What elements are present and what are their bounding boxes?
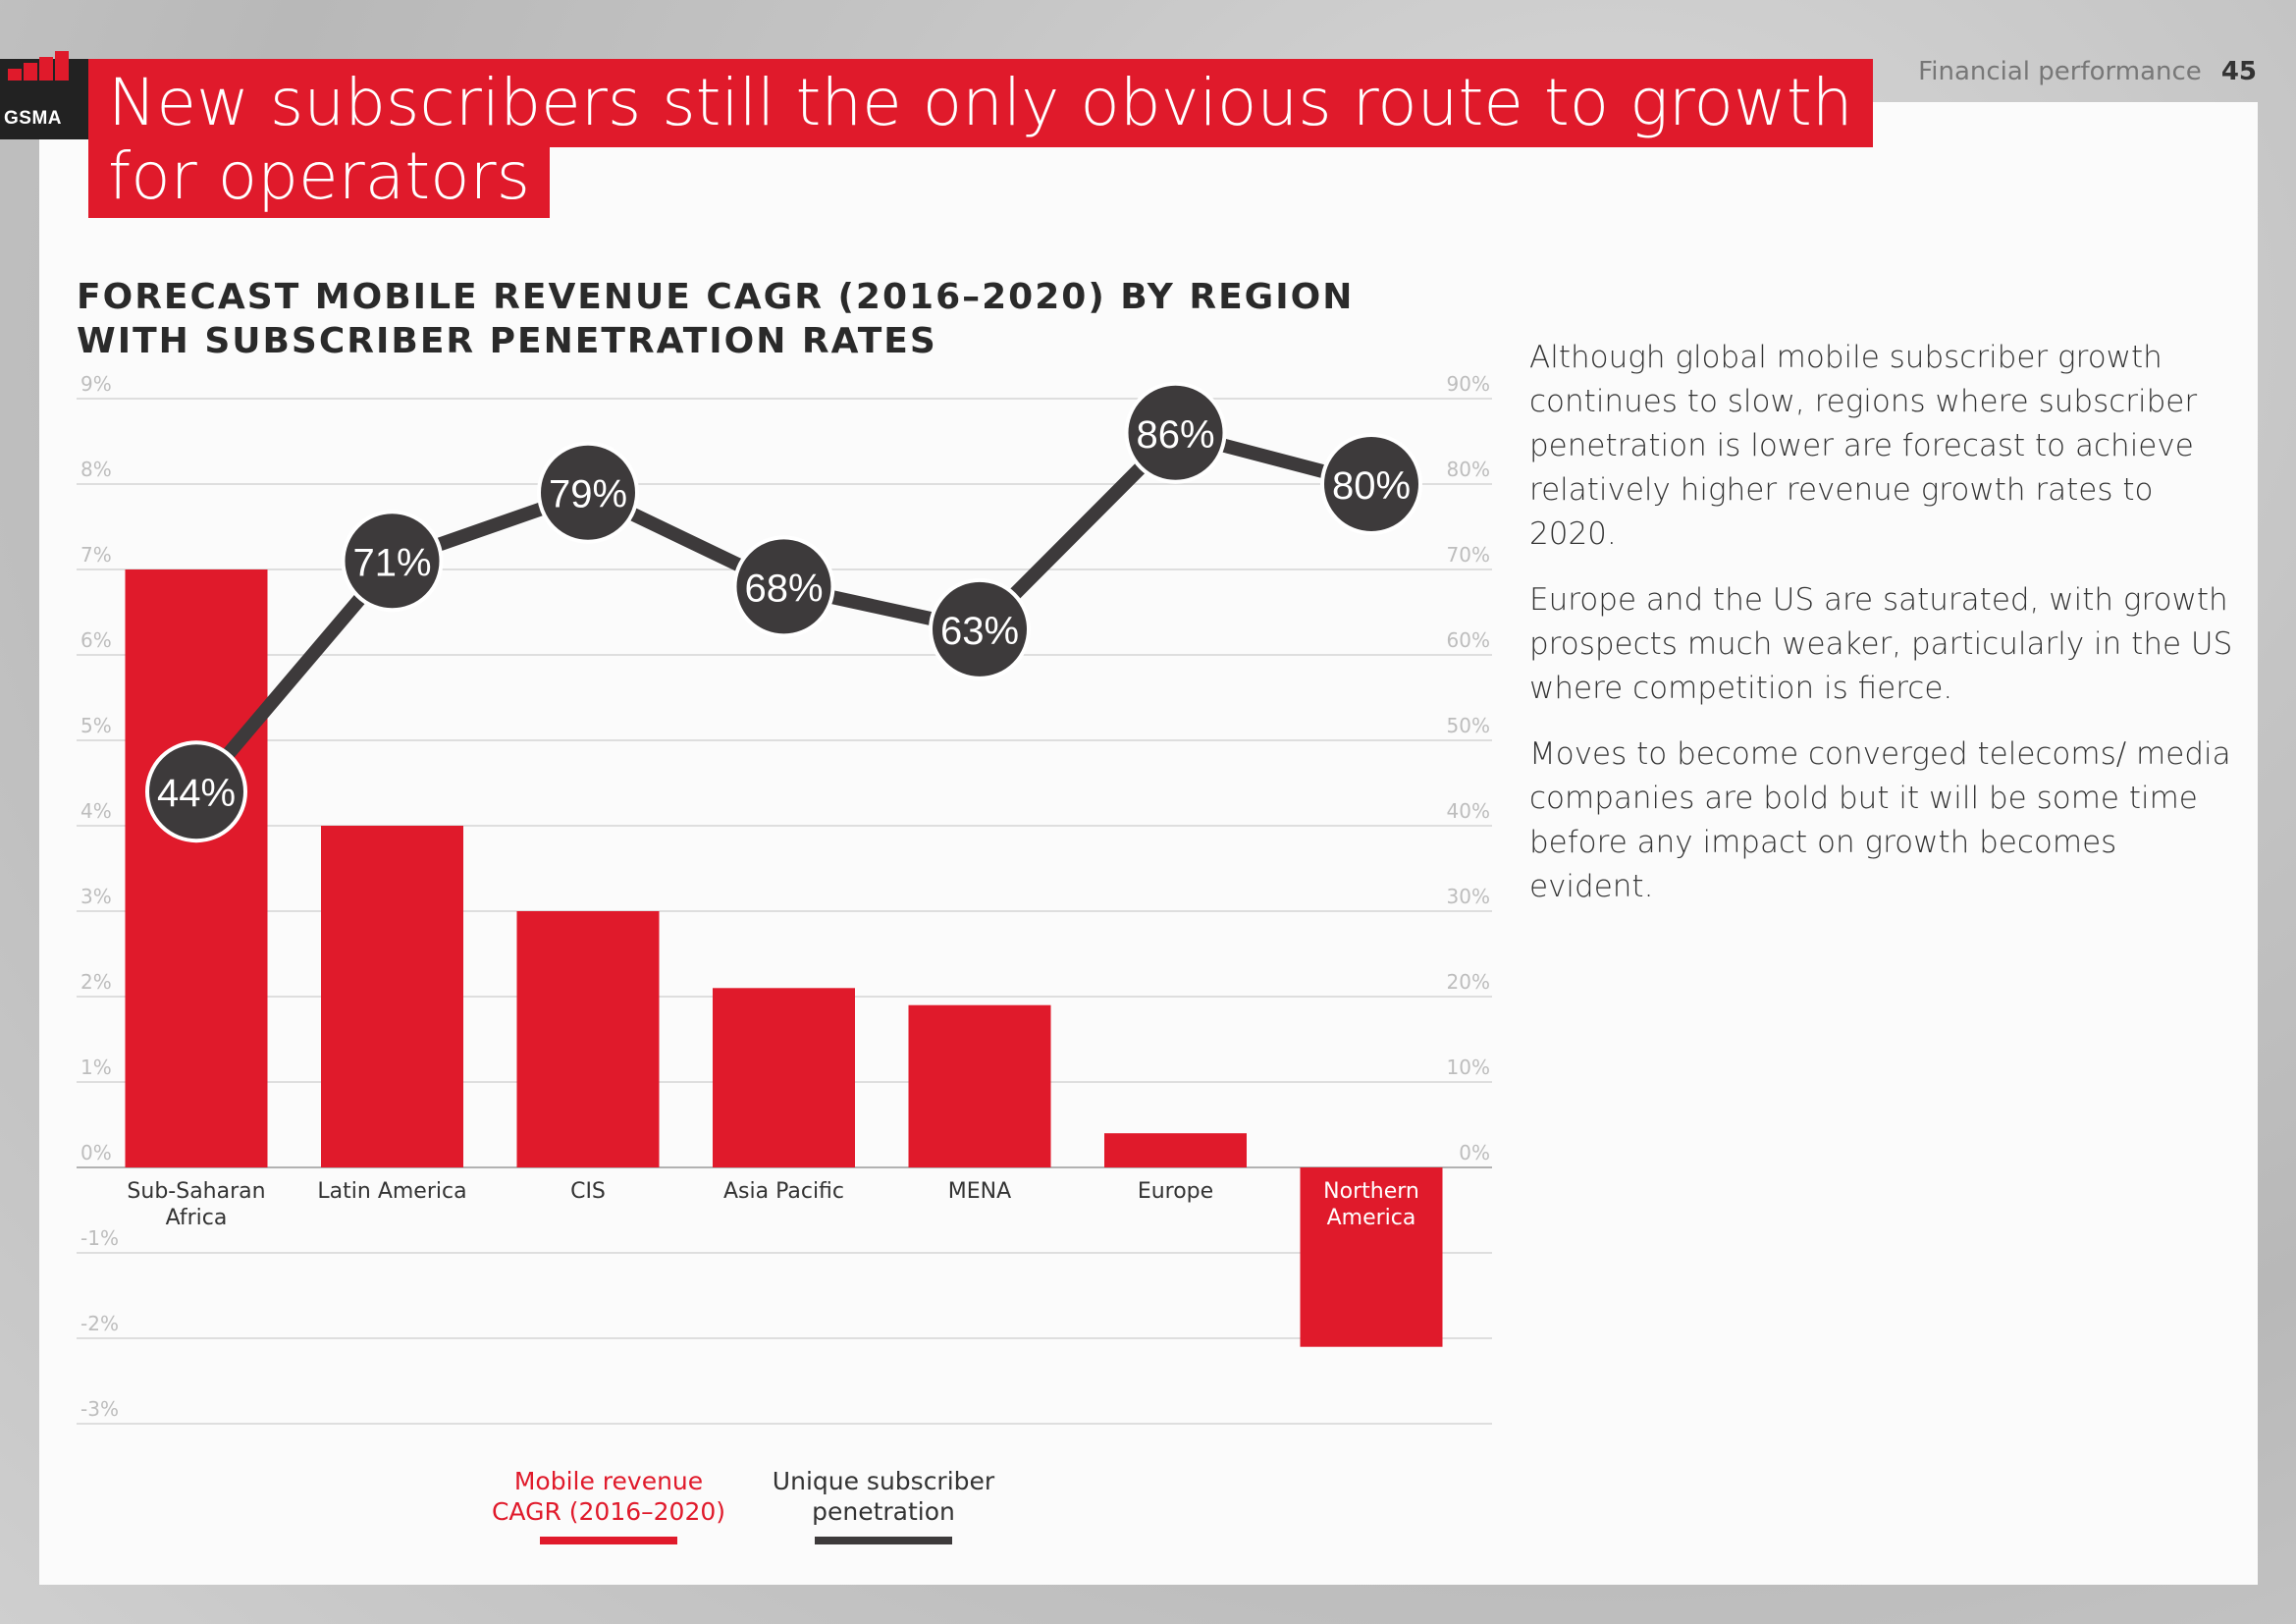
y-axis-right-tick: 0% bbox=[1459, 1141, 1490, 1164]
y-axis-right-tick: 20% bbox=[1447, 970, 1490, 994]
bar bbox=[125, 569, 268, 1167]
y-axis-left-tick: 8% bbox=[80, 458, 112, 481]
y-axis-left-tick: 2% bbox=[80, 970, 112, 994]
x-axis-category-label: Latin America bbox=[317, 1179, 466, 1204]
y-axis-right-tick: 80% bbox=[1447, 458, 1490, 481]
penetration-label: 68% bbox=[744, 567, 823, 610]
y-axis-right-tick: 10% bbox=[1447, 1056, 1490, 1079]
y-axis-right-tick: 30% bbox=[1447, 885, 1490, 908]
bar bbox=[713, 988, 855, 1167]
gsma-logo: GSMA bbox=[0, 51, 88, 139]
legend-line-label-2: penetration bbox=[812, 1497, 955, 1526]
y-axis-left-tick: -1% bbox=[80, 1226, 119, 1250]
y-axis-right-tick: 70% bbox=[1447, 543, 1490, 567]
legend-line: Unique subscriber penetration bbox=[756, 1466, 1011, 1544]
x-axis-category-label: Asia Pacific bbox=[723, 1179, 844, 1204]
page-title-line1: New subscribers still the only obvious r… bbox=[88, 59, 1873, 147]
legend-bar-label-1: Mobile revenue bbox=[513, 1467, 704, 1495]
y-axis-right-tick: 60% bbox=[1447, 628, 1490, 652]
y-axis-left-tick: 3% bbox=[80, 885, 112, 908]
y-axis-right-tick: 90% bbox=[1447, 372, 1490, 396]
y-axis-left-tick: 4% bbox=[80, 799, 112, 823]
x-axis-category-label: Northern bbox=[1323, 1179, 1419, 1204]
section-header: Financial performance 45 bbox=[1918, 57, 2257, 86]
penetration-label: 63% bbox=[940, 610, 1019, 653]
paragraph: Although global mobile subscriber growth… bbox=[1529, 340, 2198, 552]
penetration-marker bbox=[1124, 381, 1227, 484]
penetration-marker bbox=[732, 535, 835, 638]
paragraph: Europe and the US are saturated, with gr… bbox=[1529, 582, 2233, 706]
y-axis-left-tick: 6% bbox=[80, 628, 112, 652]
x-axis-category-label: CIS bbox=[570, 1179, 606, 1204]
penetration-marker bbox=[341, 510, 444, 613]
penetration-label: 44% bbox=[157, 772, 236, 815]
y-axis-left-tick: -2% bbox=[80, 1312, 119, 1335]
y-axis-left-tick: -3% bbox=[80, 1397, 119, 1421]
paragraph: Moves to become converged telecoms/ medi… bbox=[1529, 736, 2231, 904]
x-axis-category-label: MENA bbox=[948, 1179, 1011, 1204]
y-axis-left-tick: 9% bbox=[80, 372, 112, 396]
penetration-label: 71% bbox=[352, 541, 431, 584]
penetration-label: 80% bbox=[1332, 464, 1411, 508]
legend-bar-label-2: CAGR (2016–2020) bbox=[491, 1497, 726, 1526]
y-axis-left-tick: 5% bbox=[80, 714, 112, 737]
x-axis-category-label: Europe bbox=[1138, 1179, 1213, 1204]
bar bbox=[516, 911, 660, 1167]
x-axis-category-label: America bbox=[1327, 1206, 1416, 1230]
page-number: 45 bbox=[2220, 57, 2257, 86]
penetration-label: 86% bbox=[1136, 413, 1214, 457]
bar bbox=[1300, 1167, 1443, 1347]
y-axis-left-tick: 7% bbox=[80, 543, 112, 567]
penetration-marker bbox=[537, 441, 639, 544]
bar bbox=[321, 826, 463, 1167]
legend-bar-swatch bbox=[540, 1537, 677, 1544]
x-axis-category-label: Sub-Saharan bbox=[127, 1179, 265, 1204]
legend-line-label-1: Unique subscriber bbox=[772, 1467, 995, 1495]
penetration-marker bbox=[929, 577, 1031, 680]
logo-text: GSMA bbox=[4, 108, 62, 129]
bar bbox=[908, 1004, 1051, 1167]
body-text: Although global mobile subscriber growth… bbox=[1529, 336, 2236, 931]
legend-line-swatch bbox=[815, 1537, 952, 1544]
bar bbox=[1104, 1133, 1247, 1167]
y-axis-right-tick: 50% bbox=[1447, 714, 1490, 737]
section-name: Financial performance bbox=[1918, 57, 2202, 86]
penetration-marker bbox=[1320, 433, 1422, 535]
chart-title: FORECAST MOBILE REVENUE CAGR (2016–2020)… bbox=[77, 277, 1355, 361]
y-axis-right-tick: 40% bbox=[1447, 799, 1490, 823]
penetration-marker bbox=[145, 740, 247, 843]
legend-bar: Mobile revenue CAGR (2016–2020) bbox=[471, 1466, 746, 1544]
y-axis-left-tick: 1% bbox=[80, 1056, 112, 1079]
penetration-label: 79% bbox=[549, 473, 627, 516]
x-axis-category-label: Africa bbox=[166, 1206, 228, 1230]
page-title-line2: for operators bbox=[88, 144, 550, 218]
y-axis-left-tick: 0% bbox=[80, 1141, 112, 1164]
